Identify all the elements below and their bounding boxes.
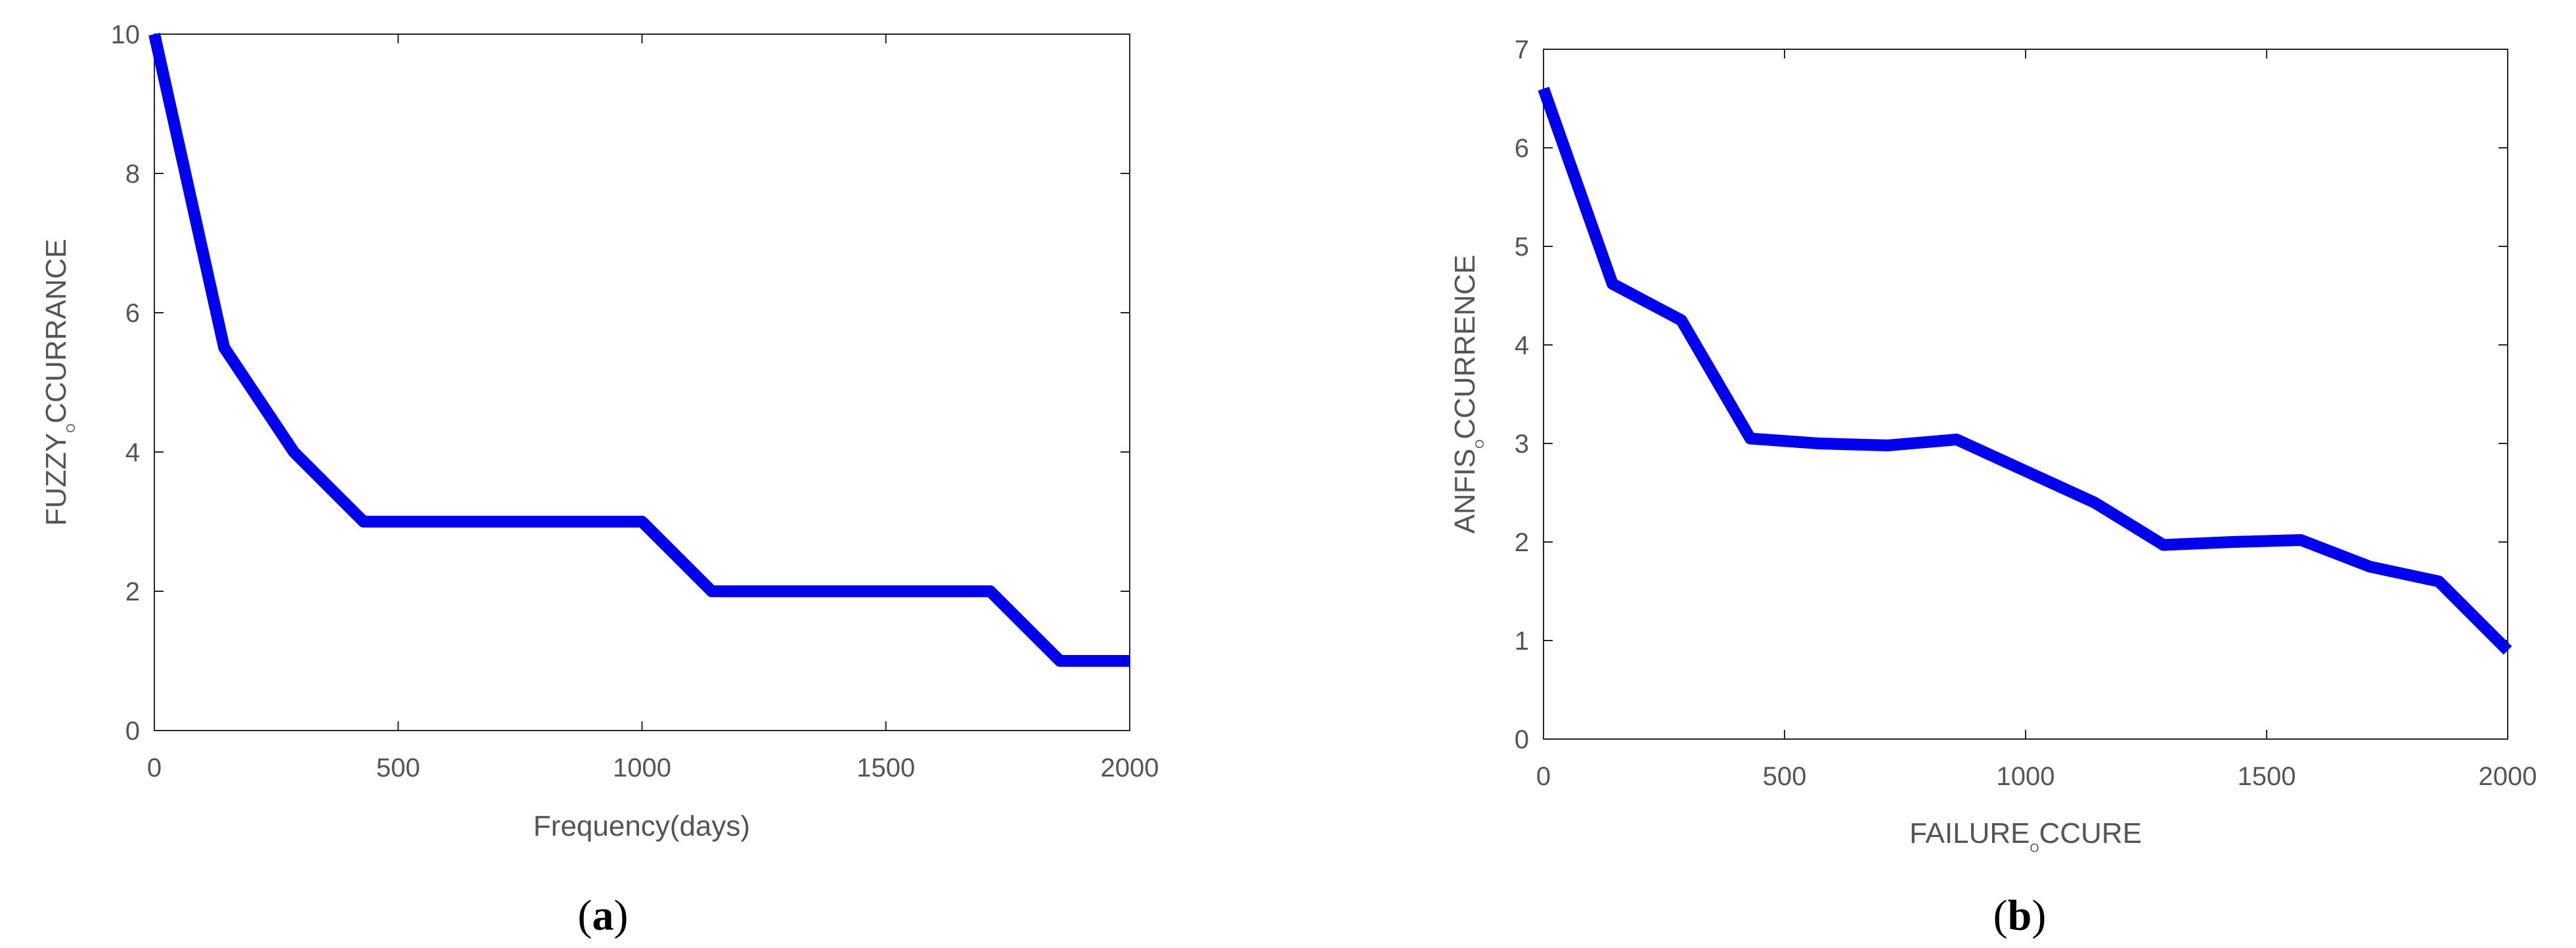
x-tick-label: 2000: [1101, 754, 1159, 782]
y-tick-label: 10: [111, 20, 141, 49]
panel-label-b-open: (: [1993, 892, 2008, 939]
data-point-a: [1059, 660, 1061, 662]
x-tick-label: 1000: [613, 754, 671, 782]
y-tick-label: 8: [125, 160, 140, 189]
y-tick-label: 0: [125, 717, 140, 746]
data-point-a: [1129, 660, 1130, 662]
x-tick-label: 1000: [1997, 762, 2055, 791]
data-point-b: [2025, 470, 2026, 472]
panel-label-a: (a): [578, 892, 629, 939]
y-tick-label: 2: [1515, 528, 1529, 557]
y-tick-label: 0: [1515, 725, 1529, 754]
data-point-b: [1749, 438, 1751, 440]
y-axis-label-b-main: ANFIS: [1449, 449, 1481, 534]
y-tick-label: 4: [1515, 331, 1529, 360]
data-point-b: [2093, 502, 2095, 503]
panel-label-a-letter: a: [592, 892, 614, 939]
data-point-b: [1818, 443, 1820, 444]
data-point-b: [1611, 283, 1613, 284]
data-point-a: [223, 347, 225, 348]
data-point-a: [154, 34, 155, 35]
data-point-a: [432, 521, 433, 522]
svg-text:FAILUREOCCURE: FAILUREOCCURE: [1909, 817, 2142, 855]
data-point-a: [571, 521, 573, 522]
x-tick-label: 0: [147, 754, 162, 782]
data-point-b: [1887, 445, 1889, 446]
x-tick-label: 500: [376, 754, 420, 782]
data-point-b: [2369, 566, 2371, 568]
data-point-a: [363, 521, 365, 522]
data-point-b: [2300, 539, 2302, 541]
data-point-a: [293, 451, 295, 453]
x-axis-label-b-sub: O: [2030, 842, 2039, 855]
series-marks-b: [1538, 87, 2512, 655]
y-tick-label: 5: [1515, 233, 1529, 261]
x-tick-label: 500: [1763, 762, 1807, 791]
data-point-b: [1543, 88, 1544, 89]
series-marks-a: [148, 33, 1130, 667]
panel-label-a-open: (: [578, 892, 592, 939]
y-tick-label: 7: [1515, 35, 1529, 64]
y-tick-label: 1: [1515, 627, 1529, 656]
y-tick-label: 4: [125, 438, 140, 467]
panel-label-b-close: ): [2032, 892, 2046, 939]
data-point-b: [1680, 319, 1682, 321]
data-point-a: [502, 521, 504, 522]
data-point-b: [1956, 439, 1958, 440]
plot-area-a: [154, 34, 1130, 731]
data-point-b: [2507, 650, 2508, 651]
y-axis-label-a-rest: CCURRANCE: [40, 239, 72, 424]
x-axis-label-a: Frequency(days): [533, 810, 750, 842]
data-point-a: [711, 591, 713, 592]
svg-text:ANFISOCCURRENCE: ANFISOCCURRENCE: [1449, 255, 1486, 534]
data-point-b: [2438, 581, 2440, 582]
data-point-a: [851, 591, 853, 592]
data-point-b: [2231, 541, 2233, 543]
x-axis-label-b: FAILUREOCCURE: [1909, 817, 2142, 855]
data-point-a: [989, 591, 991, 592]
y-tick-label: 6: [1515, 134, 1529, 163]
x-axis-label-b-main: FAILURE: [1909, 817, 2030, 849]
y-tick-label: 3: [1515, 430, 1529, 459]
x-tick-label: 1500: [2238, 762, 2296, 791]
x-tick-label: 0: [1536, 762, 1551, 791]
axis-ticks-b: 0 500 1000 1500 2000 0 1 2 3 4 5 6 7: [1515, 35, 2537, 791]
plot-area-b: [1543, 49, 2508, 740]
axis-ticks-a: 0 500 1000 1500 2000 0 2 4 6 8 10: [111, 20, 1159, 782]
x-tick-label: 1500: [856, 754, 915, 782]
y-axis-label-a-sub: O: [64, 424, 78, 433]
svg-text:FUZZYOCCURRANCE: FUZZYOCCURRANCE: [40, 239, 78, 526]
panel-label-b: (b): [1993, 892, 2047, 939]
y-axis-label-a-main: FUZZY: [40, 433, 72, 526]
x-axis-label-b-rest: CCURE: [2039, 817, 2141, 849]
y-axis-label-b-sub: O: [1473, 440, 1486, 449]
data-point-b: [2162, 544, 2164, 546]
data-point-a: [780, 591, 782, 592]
y-axis-label-a: FUZZYOCCURRANCE: [40, 239, 78, 526]
y-tick-label: 6: [125, 299, 140, 328]
data-point-a: [641, 521, 643, 522]
y-axis-label-b: ANFISOCCURRENCE: [1449, 255, 1486, 534]
x-tick-label: 2000: [2479, 762, 2537, 791]
panel-label-b-letter: b: [2008, 892, 2032, 939]
panel-label-a-close: ): [614, 892, 629, 939]
data-point-a: [920, 591, 922, 592]
y-axis-label-b-rest: CCURRENCE: [1449, 255, 1481, 440]
y-tick-label: 2: [125, 577, 140, 606]
